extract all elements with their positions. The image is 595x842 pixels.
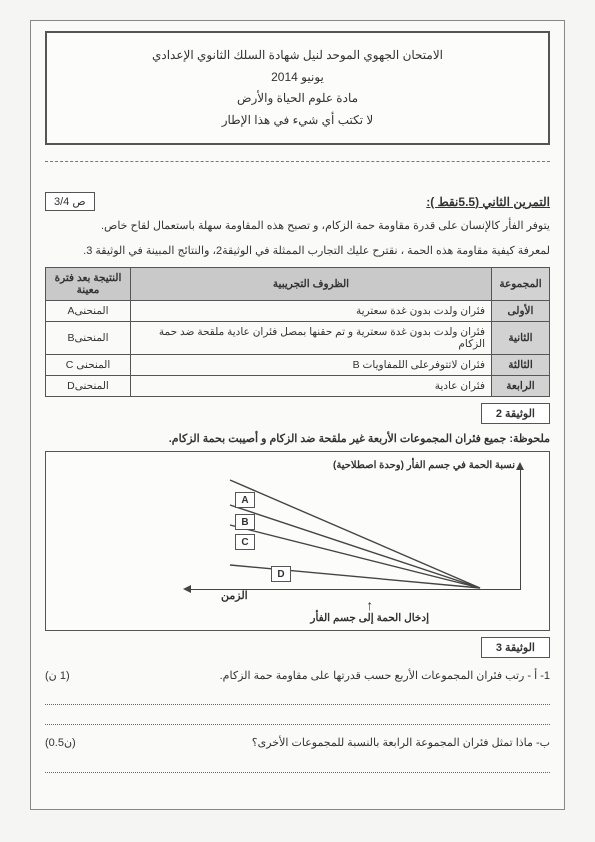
question-1b-text: ب- ماذا تمثل فئران المجموعة الرابعة بالن…: [252, 735, 550, 753]
injection-label: إدخال الحمة إلى جسم الفأر: [310, 598, 429, 624]
intro-paragraph-1: يتوفر الفأر كالإنسان على قدرة مقاومة حمة…: [45, 217, 550, 236]
experiment-table: المجموعة الظروف التجريبية النتيجة بعد فت…: [45, 267, 550, 397]
answer-line: [45, 711, 550, 725]
table-row: الثانية فئران ولدت بدون غدة سعترية و تم …: [46, 321, 550, 354]
x-axis-label: الزمن: [221, 589, 248, 602]
page-frame: الامتحان الجهوي الموحد لنيل شهادة السلك …: [30, 20, 565, 810]
exercise-title: التمرين الثاني (5.5نقط ):: [426, 195, 550, 209]
answer-line: [45, 759, 550, 773]
question-1a-text: 1- أ - رتب فئران المجموعات الأربع حسب قد…: [220, 668, 550, 686]
curve-label-c: C: [235, 534, 255, 550]
y-arrow-icon: [516, 462, 524, 470]
header-line-2: يونيو 2014: [57, 67, 538, 89]
curve-label-b: B: [235, 514, 255, 530]
question-1a: 1- أ - رتب فئران المجموعات الأربع حسب قد…: [45, 668, 550, 686]
title-row: التمرين الثاني (5.5نقط ): ص 3/4: [45, 192, 550, 211]
table-row: الرابعة فئران عادية المنحنىD: [46, 375, 550, 396]
chart-box: نسبة الحمة في جسم الفأر (وحدة اصطلاحية) …: [45, 451, 550, 631]
question-1b-points: (ن0.5): [45, 735, 76, 753]
exam-header: الامتحان الجهوي الموحد لنيل شهادة السلك …: [45, 31, 550, 145]
chart-lines: [190, 470, 520, 590]
th-group: المجموعة: [492, 267, 550, 300]
answer-line: [45, 691, 550, 705]
header-line-1: الامتحان الجهوي الموحد لنيل شهادة السلك …: [57, 45, 538, 67]
table-row: الأولى فئران ولدت بدون غدة سعترية المنحن…: [46, 300, 550, 321]
question-1b: ب- ماذا تمثل فئران المجموعة الرابعة بالن…: [45, 735, 550, 753]
header-line-4: لا تكتب أي شيء في هذا الإطار: [57, 110, 538, 132]
page-number: ص 3/4: [45, 192, 95, 211]
chart-axes: A B C D: [191, 470, 521, 590]
separator-line: [45, 161, 550, 162]
document-3-label: الوثيقة 3: [481, 637, 550, 658]
curve-label-d: D: [271, 566, 291, 582]
curve-label-a: A: [235, 492, 255, 508]
intro-paragraph-2: لمعرفة كيفية مقاومة هذه الحمة ، نقترح عل…: [45, 242, 550, 261]
note-text: ملحوظة: جميع فئران المجموعات الأربعة غير…: [45, 432, 550, 445]
th-result: النتيجة بعد فترة معينة: [46, 267, 131, 300]
header-line-3: مادة علوم الحياة والأرض: [57, 88, 538, 110]
document-2-label: الوثيقة 2: [481, 403, 550, 424]
question-1a-points: (1 ن): [45, 668, 70, 686]
table-row: الثالثة فئران لاتتوفرعلى اللمفاويات B ال…: [46, 354, 550, 375]
th-conditions: الظروف التجريبية: [131, 267, 492, 300]
